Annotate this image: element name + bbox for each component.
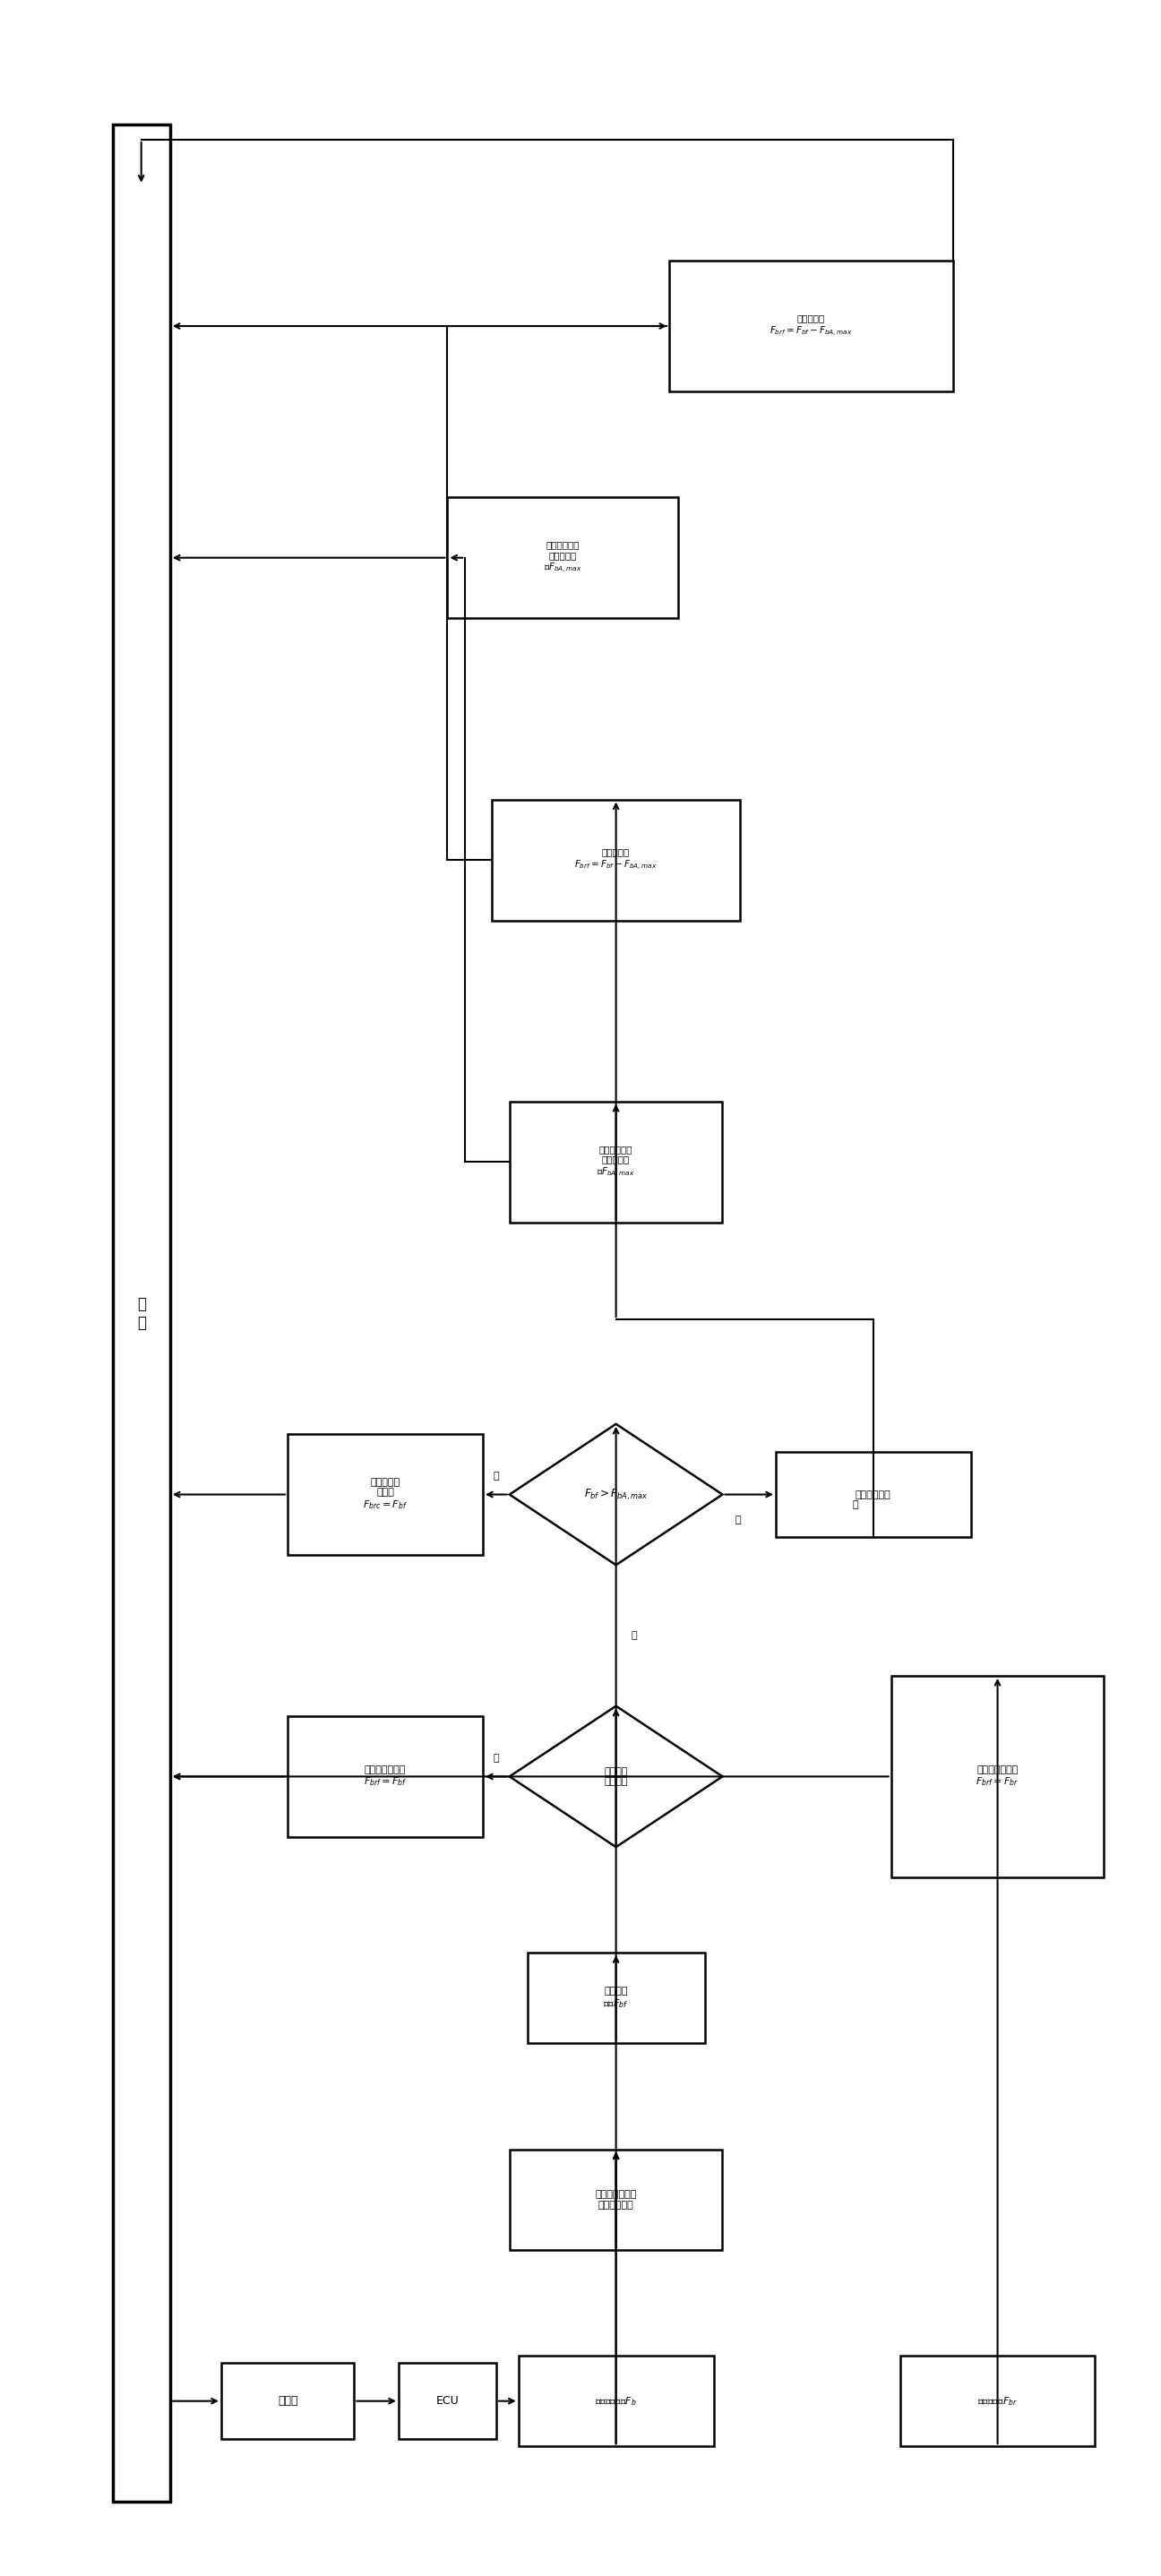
Text: ECU: ECU — [435, 2396, 459, 2406]
FancyBboxPatch shape — [221, 2362, 354, 2439]
Text: $F_{bf}>F_{bA,max}$: $F_{bf}>F_{bA,max}$ — [584, 1486, 648, 1502]
Text: 只有摩擦制动力
$F_{brf}=F_{br}$: 只有摩擦制动力 $F_{brf}=F_{br}$ — [976, 1765, 1019, 1788]
FancyBboxPatch shape — [669, 260, 953, 392]
Text: 只采用压缩
气制动
$F_{brc}=F_{bf}$: 只采用压缩 气制动 $F_{brc}=F_{bf}$ — [363, 1479, 408, 1512]
Text: 是否紧急
情况制动: 是否紧急 情况制动 — [604, 1767, 628, 1785]
Text: 压缩空气制动
动力至最大
值$F_{bA,max}$: 压缩空气制动 动力至最大 值$F_{bA,max}$ — [543, 541, 582, 574]
Text: 否: 否 — [735, 1515, 742, 1525]
Text: 根据制动前面积
分配至前后轴: 根据制动前面积 分配至前后轴 — [596, 2190, 636, 2210]
Text: 传感器: 传感器 — [277, 2396, 297, 2406]
Text: 压缩空气制动
动力至最大
值$F_{bA,max}$: 压缩空气制动 动力至最大 值$F_{bA,max}$ — [597, 1144, 635, 1180]
FancyBboxPatch shape — [492, 799, 741, 920]
Text: 是: 是 — [493, 1754, 499, 1762]
FancyBboxPatch shape — [527, 1953, 705, 2043]
FancyBboxPatch shape — [398, 2362, 496, 2439]
Text: 摩擦制动力
$F_{brf}=F_{bf}-F_{bA,max}$: 摩擦制动力 $F_{brf}=F_{bf}-F_{bA,max}$ — [770, 314, 852, 337]
Text: 摩擦制动力
$F_{brf}=F_{bf}-F_{bA,max}$: 摩擦制动力 $F_{brf}=F_{bf}-F_{bA,max}$ — [575, 848, 657, 873]
FancyBboxPatch shape — [447, 497, 678, 618]
Text: 是: 是 — [852, 1499, 858, 1510]
FancyBboxPatch shape — [510, 2148, 722, 2249]
FancyBboxPatch shape — [113, 124, 171, 2501]
FancyBboxPatch shape — [776, 1453, 971, 1538]
FancyBboxPatch shape — [900, 2354, 1095, 2447]
FancyBboxPatch shape — [288, 1716, 483, 1837]
Polygon shape — [510, 1705, 722, 1847]
FancyBboxPatch shape — [510, 1103, 722, 1224]
FancyBboxPatch shape — [519, 2354, 714, 2447]
Polygon shape — [510, 1425, 722, 1566]
Text: 否: 否 — [630, 1631, 636, 1641]
Text: 车
辆: 车 辆 — [137, 1296, 146, 1332]
Text: 只采用摩擦制动
$F_{brf}=F_{bf}$: 只采用摩擦制动 $F_{brf}=F_{bf}$ — [363, 1765, 406, 1788]
Text: 是: 是 — [493, 1471, 499, 1481]
Text: 所需总制动力$F_b$: 所需总制动力$F_b$ — [596, 2396, 637, 2406]
FancyBboxPatch shape — [288, 1435, 483, 1556]
Text: 前轴制动
动力$F_{bf}$: 前轴制动 动力$F_{bf}$ — [604, 1986, 629, 2009]
FancyBboxPatch shape — [890, 1677, 1104, 1878]
Text: 采用复合制动: 采用复合制动 — [856, 1489, 892, 1499]
Text: 后轴制动力$F_{br}$: 后轴制动力$F_{br}$ — [978, 2396, 1018, 2406]
